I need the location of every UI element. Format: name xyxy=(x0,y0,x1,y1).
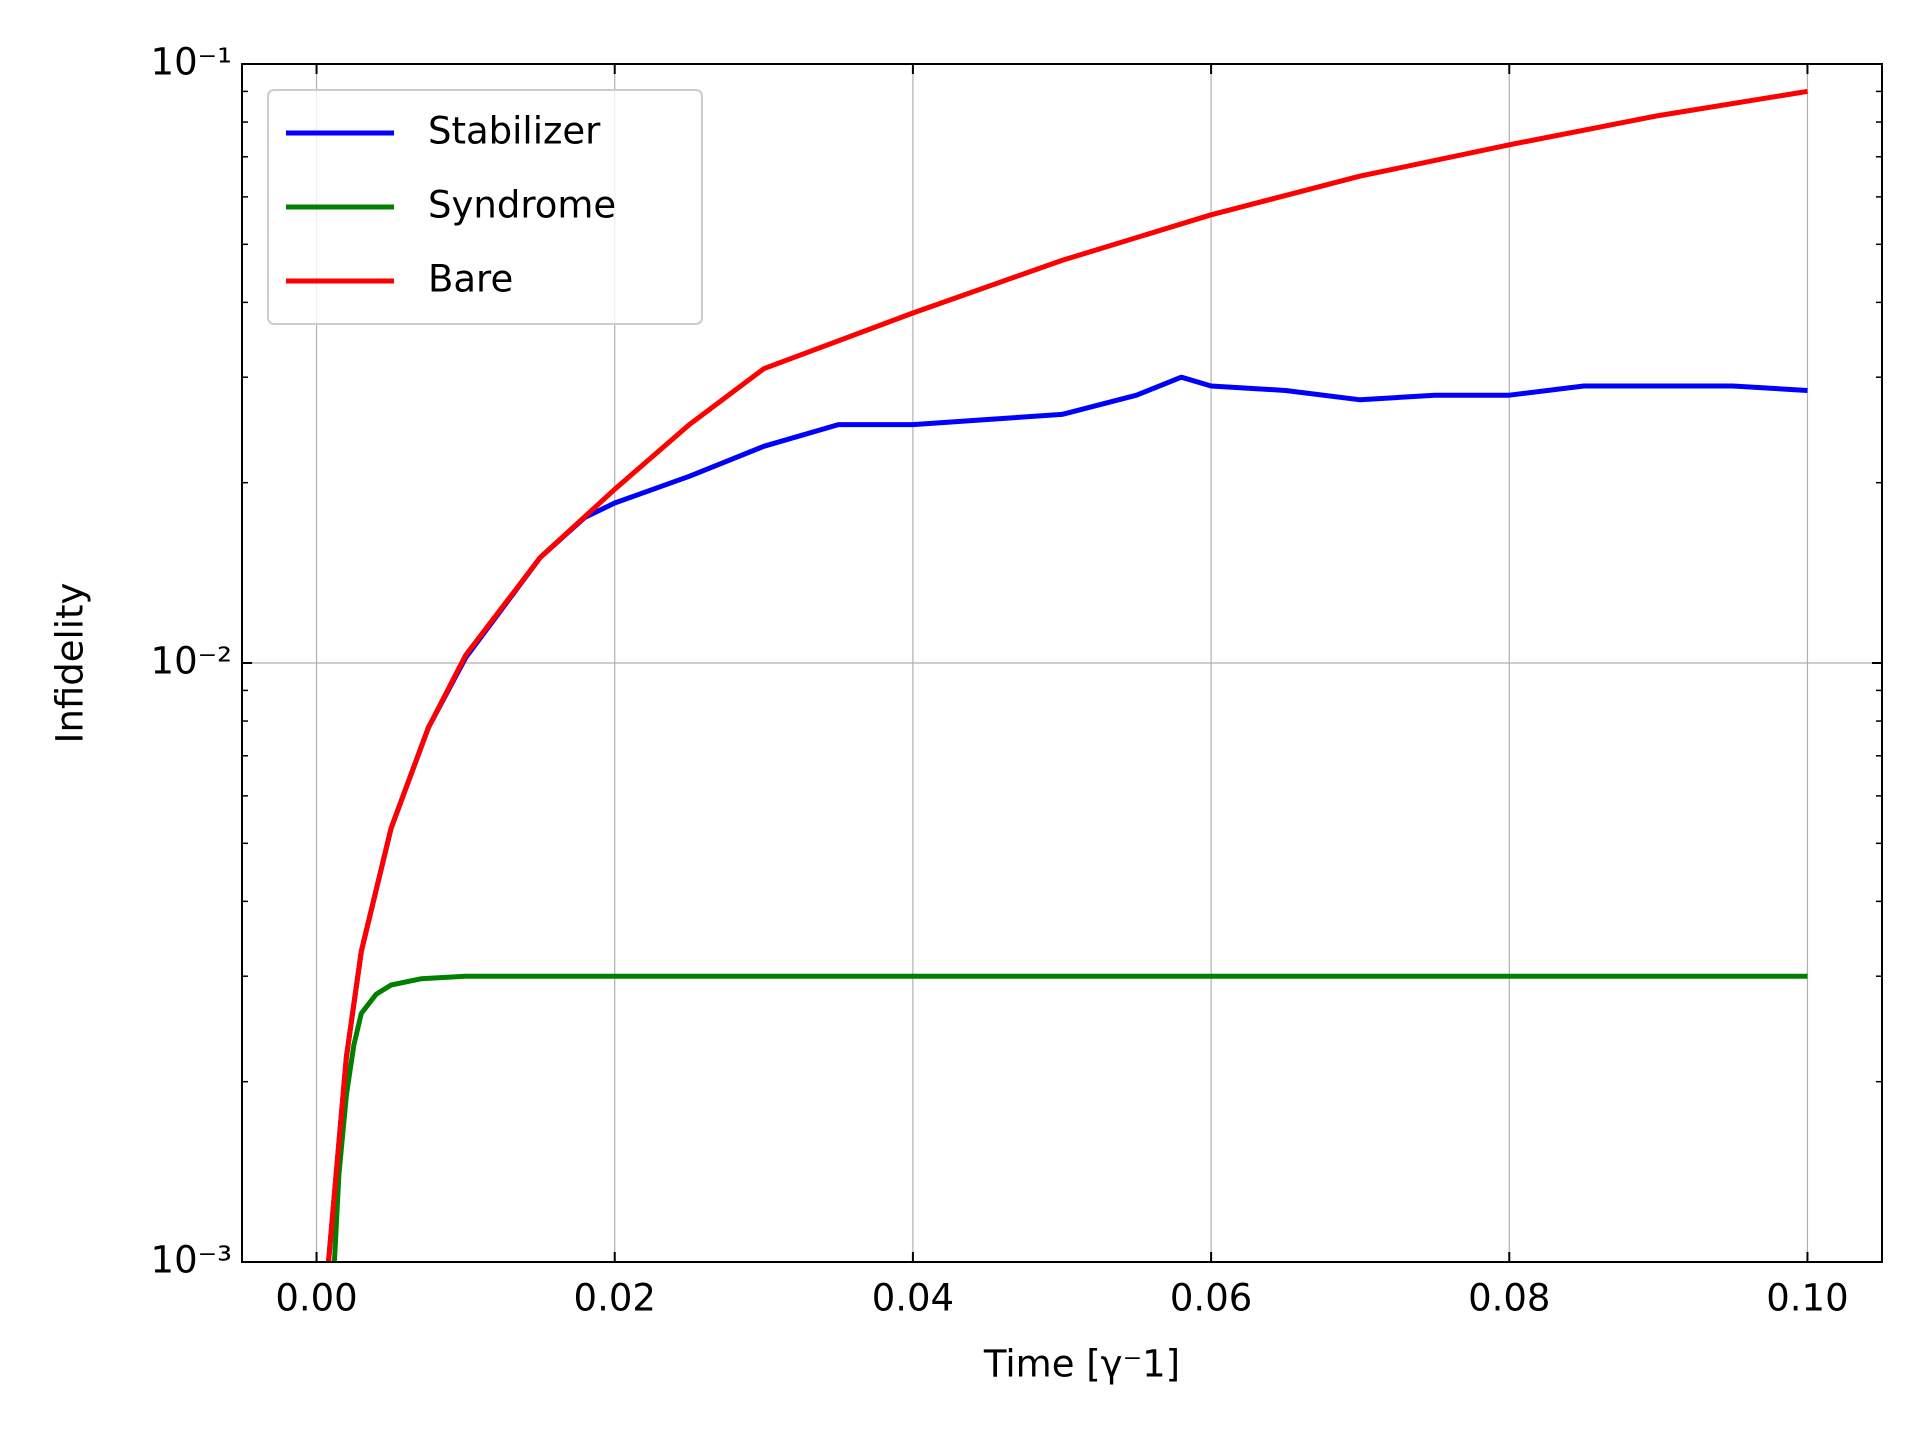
series-line xyxy=(326,374,1808,1262)
legend-label: Syndrome xyxy=(428,184,616,227)
plot-frame xyxy=(241,63,1883,1263)
y-tick-label: 10⁻³ xyxy=(151,1239,232,1282)
series-line xyxy=(331,973,1808,1262)
legend-box xyxy=(267,89,703,325)
x-tick-label: 0.04 xyxy=(872,1277,954,1320)
y-tick-label: 10⁻¹ xyxy=(151,41,232,84)
x-tick-label: 0.08 xyxy=(1468,1277,1550,1320)
y-axis-label: Infidelity xyxy=(49,583,92,744)
plot-area xyxy=(326,88,1808,1262)
legend-label: Stabilizer xyxy=(428,110,601,153)
series-line xyxy=(326,88,1808,1262)
x-tick-label: 0.02 xyxy=(574,1277,656,1320)
legend-label: Bare xyxy=(428,258,513,301)
x-tick-label: 0.00 xyxy=(275,1277,357,1320)
y-tick-label: 10⁻² xyxy=(151,640,232,683)
x-axis-label: Time [γ⁻1] xyxy=(983,1343,1180,1386)
x-tick-label: 0.06 xyxy=(1170,1277,1252,1320)
x-tick-label: 0.10 xyxy=(1766,1277,1848,1320)
